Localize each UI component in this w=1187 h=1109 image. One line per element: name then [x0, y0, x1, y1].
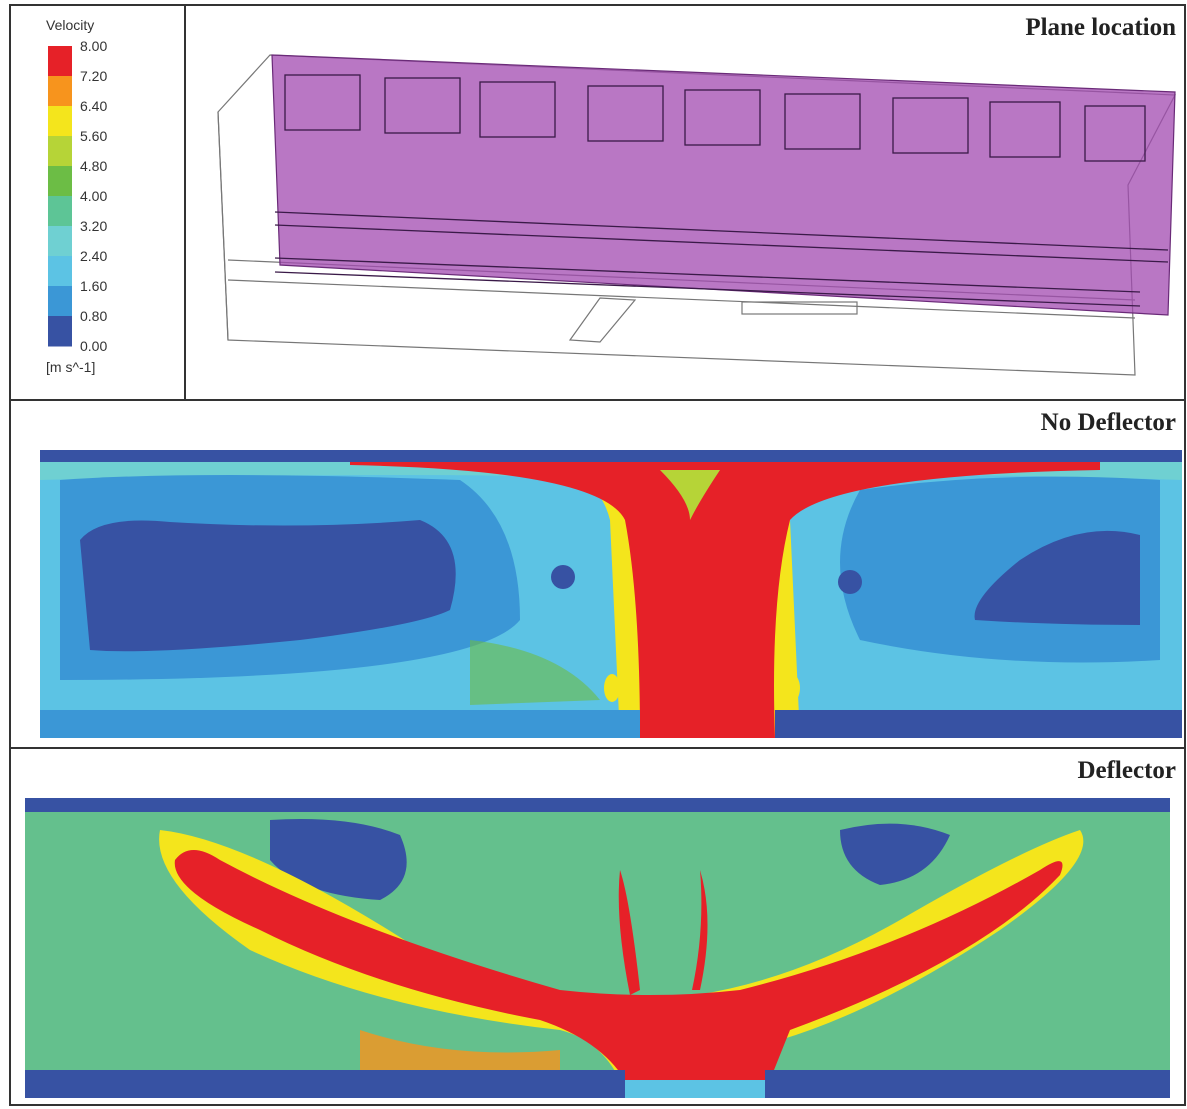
legend-tick-label: 8.00 [80, 38, 107, 54]
contour-no-deflector [40, 450, 1182, 738]
legend-band [48, 316, 72, 347]
legend-band [48, 226, 72, 257]
legend-band [48, 76, 72, 107]
legend-tick-label: 1.60 [80, 278, 107, 294]
panel-title: Deflector [1077, 757, 1176, 784]
legend-band [48, 286, 72, 317]
legend: Velocity [m s^-1] 8.00 7.20 6.40 5.60 4.80 4.… [46, 17, 107, 375]
panel-title: Plane location [1025, 14, 1176, 41]
legend-tick-label: 0.80 [80, 308, 107, 324]
legend-tick-label: 6.40 [80, 98, 107, 114]
legend-tick-label: 3.20 [80, 218, 107, 234]
figure: Velocity [m s^-1] 8.00 7.20 6.40 5.60 4.80 4.… [0, 0, 1187, 1109]
legend-band [48, 256, 72, 287]
legend-band [48, 196, 72, 227]
panel-title: No Deflector [1041, 409, 1176, 436]
legend-tick-label: 5.60 [80, 128, 107, 144]
plane-sketch [218, 55, 1175, 375]
legend-band [48, 46, 72, 77]
legend-title: Velocity [46, 17, 94, 33]
legend-tick-label: 4.00 [80, 188, 107, 204]
legend-tick-label: 0.00 [80, 338, 107, 354]
legend-unit: [m s^-1] [46, 359, 95, 375]
legend-band [48, 106, 72, 137]
legend-tick-label: 4.80 [80, 158, 107, 174]
legend-tick-label: 2.40 [80, 248, 107, 264]
legend-band [48, 166, 72, 197]
legend-band [48, 136, 72, 167]
contour-deflector [25, 798, 1170, 1098]
legend-tick-label: 7.20 [80, 68, 107, 84]
